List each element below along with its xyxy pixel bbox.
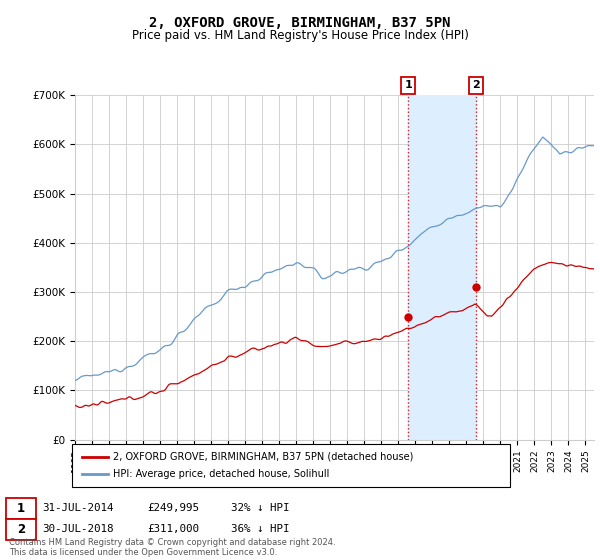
Text: 31-JUL-2014: 31-JUL-2014 [42,503,113,514]
Text: 36% ↓ HPI: 36% ↓ HPI [231,524,290,534]
Bar [408,95,476,440]
Text: £249,995: £249,995 [147,503,199,514]
Text: 32% ↓ HPI: 32% ↓ HPI [231,503,290,514]
Text: 2, OXFORD GROVE, BIRMINGHAM, B37 5PN: 2, OXFORD GROVE, BIRMINGHAM, B37 5PN [149,16,451,30]
Text: HPI: Average price, detached house, Solihull: HPI: Average price, detached house, Soli… [113,469,329,479]
Text: £311,000: £311,000 [147,524,199,534]
Text: 2: 2 [17,522,25,536]
Text: 2, OXFORD GROVE, BIRMINGHAM, B37 5PN (detached house): 2, OXFORD GROVE, BIRMINGHAM, B37 5PN (de… [113,452,413,462]
Text: Price paid vs. HM Land Registry's House Price Index (HPI): Price paid vs. HM Land Registry's House … [131,29,469,42]
Text: Contains HM Land Registry data © Crown copyright and database right 2024.
This d: Contains HM Land Registry data © Crown c… [9,538,335,557]
Text: 30-JUL-2018: 30-JUL-2018 [42,524,113,534]
Text: 1: 1 [17,502,25,515]
Text: 2: 2 [472,80,480,90]
Text: 1: 1 [404,80,412,90]
